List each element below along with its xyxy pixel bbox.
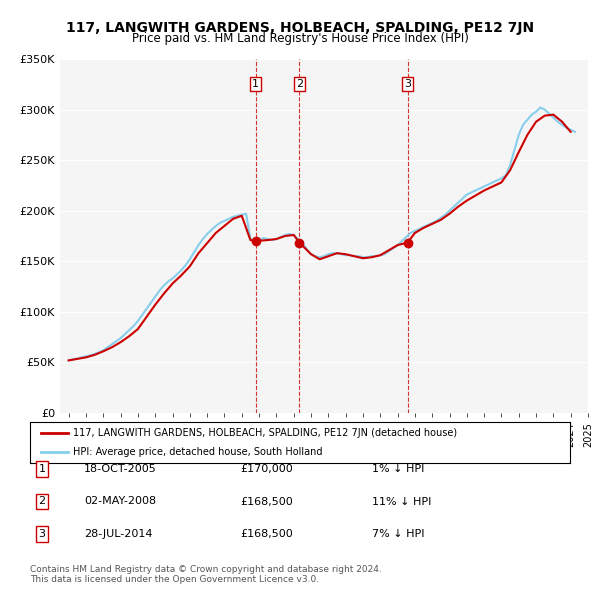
Text: 1: 1 bbox=[38, 464, 46, 474]
Text: £168,500: £168,500 bbox=[240, 497, 293, 506]
Text: 7% ↓ HPI: 7% ↓ HPI bbox=[372, 529, 425, 539]
Text: 117, LANGWITH GARDENS, HOLBEACH, SPALDING, PE12 7JN: 117, LANGWITH GARDENS, HOLBEACH, SPALDIN… bbox=[66, 21, 534, 35]
Text: £168,500: £168,500 bbox=[240, 529, 293, 539]
Text: 1% ↓ HPI: 1% ↓ HPI bbox=[372, 464, 424, 474]
Text: 18-OCT-2005: 18-OCT-2005 bbox=[84, 464, 157, 474]
Text: 2: 2 bbox=[38, 497, 46, 506]
Text: 3: 3 bbox=[404, 79, 411, 88]
Text: 11% ↓ HPI: 11% ↓ HPI bbox=[372, 497, 431, 506]
Text: 28-JUL-2014: 28-JUL-2014 bbox=[84, 529, 152, 539]
Text: Price paid vs. HM Land Registry's House Price Index (HPI): Price paid vs. HM Land Registry's House … bbox=[131, 32, 469, 45]
Text: 02-MAY-2008: 02-MAY-2008 bbox=[84, 497, 156, 506]
Text: HPI: Average price, detached house, South Holland: HPI: Average price, detached house, Sout… bbox=[73, 447, 323, 457]
Text: 3: 3 bbox=[38, 529, 46, 539]
Text: Contains HM Land Registry data © Crown copyright and database right 2024.
This d: Contains HM Land Registry data © Crown c… bbox=[30, 565, 382, 584]
Text: 117, LANGWITH GARDENS, HOLBEACH, SPALDING, PE12 7JN (detached house): 117, LANGWITH GARDENS, HOLBEACH, SPALDIN… bbox=[73, 428, 457, 438]
Text: 2: 2 bbox=[296, 79, 303, 88]
Text: 1: 1 bbox=[252, 79, 259, 88]
Text: £170,000: £170,000 bbox=[240, 464, 293, 474]
